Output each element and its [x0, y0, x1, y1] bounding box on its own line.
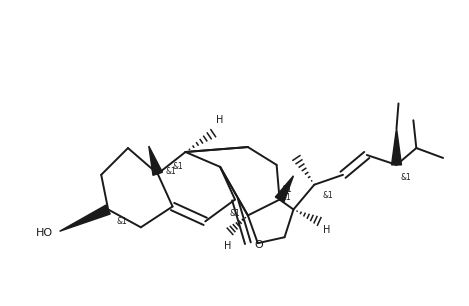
Polygon shape — [60, 205, 110, 231]
Polygon shape — [275, 176, 294, 202]
Polygon shape — [149, 146, 162, 175]
Text: H: H — [323, 225, 331, 235]
Text: O: O — [255, 240, 264, 250]
Text: H: H — [224, 241, 232, 251]
Text: &1: &1 — [322, 191, 333, 200]
Text: &1: &1 — [229, 209, 240, 218]
Text: &1: &1 — [173, 162, 183, 171]
Text: H: H — [216, 115, 224, 125]
Text: HO: HO — [36, 228, 53, 238]
Text: &1: &1 — [116, 217, 127, 226]
Text: &1: &1 — [401, 173, 411, 182]
Polygon shape — [392, 128, 401, 165]
Text: &1: &1 — [281, 192, 291, 202]
Text: &1: &1 — [166, 167, 176, 176]
Text: &1: &1 — [281, 185, 292, 194]
